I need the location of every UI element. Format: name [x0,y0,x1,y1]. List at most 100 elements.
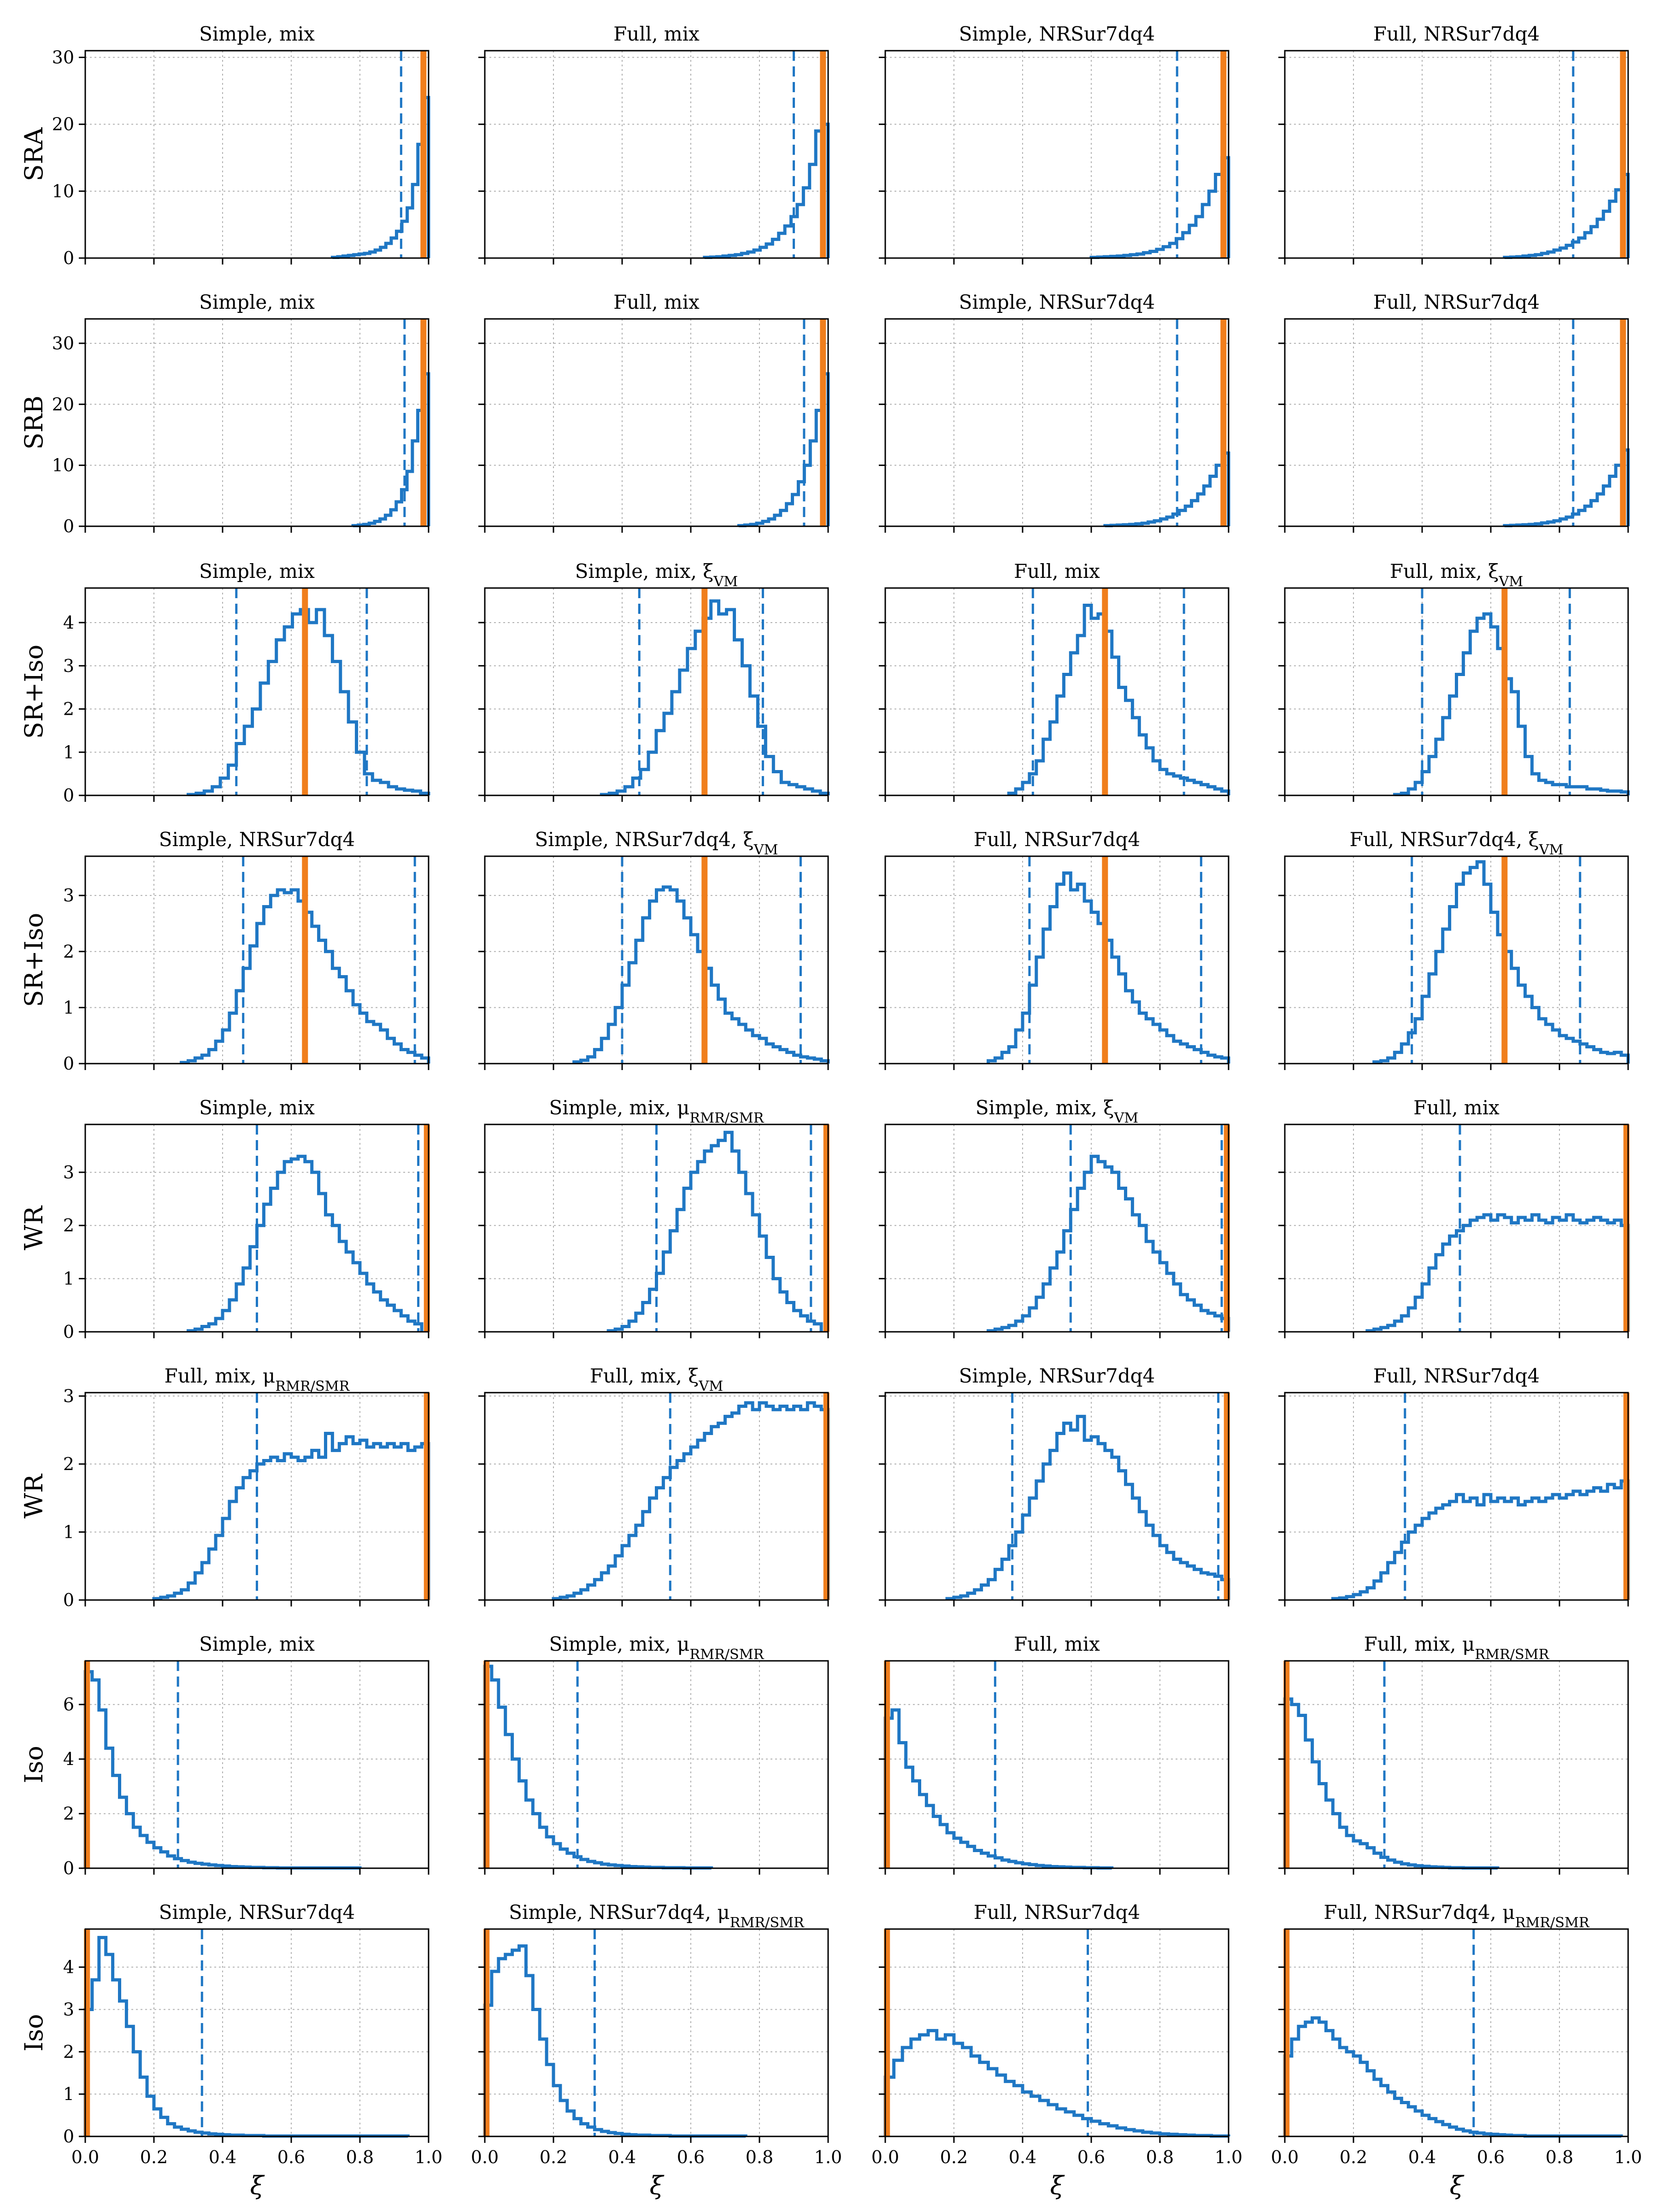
subplot-0-3: Full, NRSur7dq4 [1278,23,1630,265]
histogram-series [1007,604,1230,795]
subplot-title: Simple, NRSur7dq4 [959,23,1155,45]
axes-frame [884,1660,1230,1869]
x-tick-label: 0.4 [1009,2147,1036,2167]
axes-frame [1284,1928,1629,2137]
axes-frame [1284,318,1629,527]
subplot-1-3: Full, NRSur7dq4 [1278,291,1630,533]
axes-frame [1284,587,1629,796]
y-tick-label: 2 [63,2041,74,2062]
axes-frame [484,1124,829,1333]
subplot-1-1: Full, mix [478,291,830,533]
histogram-series [152,1432,430,1600]
histogram-series [1283,2016,1623,2138]
subplot-title: Full, mix, μRMR/SMR [165,1365,350,1394]
subplot-title: Full, NRSur7dq4, μRMR/SMR [1324,1901,1590,1931]
x-tick-label: 0.2 [1340,2147,1367,2167]
y-axis-label: Iso [19,2014,48,2052]
subplot-3-1: Simple, NRSur7dq4, ξVM [478,828,830,1070]
subplot-3-3: Full, NRSur7dq4, ξVM [1278,828,1630,1070]
subplot-title: Simple, mix, ξVM [575,560,738,590]
axes-frame [1284,1660,1629,1869]
y-axis-label: SR+Iso [19,645,48,739]
subplot-6-1: Simple, mix, μRMR/SMR [478,1633,829,1875]
axes-frame [1284,855,1629,1065]
axes-frame [484,50,829,259]
y-tick-label: 6 [63,1694,74,1715]
x-tick-label: 0.2 [140,2147,168,2167]
histogram-series [330,96,430,259]
histogram-series [945,1415,1230,1600]
subplot-2-0: 0 1 2 3 4 SR+Iso Simple, mix [19,560,430,806]
y-axis-label: SR+Iso [19,913,48,1007]
x-tick-label: 0.6 [677,2147,705,2167]
subplot-title: Simple, NRSur7dq4 [959,291,1155,313]
subplot-title: Full, NRSur7dq4 [974,828,1140,851]
histogram-series [987,871,1230,1064]
histogram-series [1283,1697,1500,1870]
histogram-series [883,1708,1114,1870]
x-tick-label: 0.6 [1477,2147,1505,2167]
histogram-series [737,372,830,528]
x-tick-label: 0.8 [746,2147,773,2167]
x-tick-label: 1.0 [415,2147,442,2167]
subplot-title: Simple, mix [199,291,315,313]
y-axis-label: WR [19,1206,48,1251]
y-tick-label: 4 [63,1957,74,1977]
x-tick-label: 0.2 [540,2147,567,2167]
x-tick-label: 0.0 [471,2147,499,2167]
subplot-1-2: Simple, NRSur7dq4 [879,291,1230,533]
axes-frame [1284,1124,1629,1333]
subplot-title: Simple, mix [199,560,315,582]
subplot-2-2: Full, mix [879,560,1230,802]
x-tick-label: 1.0 [814,2147,842,2167]
subplot-title: Simple, mix [199,1096,315,1119]
x-tick-label: 0.0 [1271,2147,1299,2167]
y-tick-label: 0 [63,1590,74,1610]
subplot-7-1: 0.0 0.2 0.4 0.6 0.8 1.0 ξ Simple, NRSur7dq4, μR… [471,1901,842,2200]
subplot-7-2: 0.0 0.2 0.4 0.6 0.8 1.0 ξ Full, NRSur7dq4 [871,1901,1242,2200]
x-tick-label: 0.0 [871,2147,899,2167]
y-tick-label: 0 [63,785,74,806]
x-axis-label: ξ [250,2171,265,2200]
axes-frame [484,318,829,527]
subplot-title: Simple, NRSur7dq4 [959,1365,1155,1387]
x-tick-label: 0.0 [71,2147,99,2167]
y-tick-label: 3 [63,1162,74,1182]
axes-frame [484,1660,829,1869]
subplot-4-0: 0 1 2 3 WR Simple, mix [19,1096,430,1342]
subplot-7-3: 0.0 0.2 0.4 0.6 0.8 1.0 ξ Full, NRSur7dq4, μRMR… [1271,1901,1642,2200]
y-tick-label: 0 [63,2126,74,2147]
histogram-series [351,372,430,528]
subplot-2-1: Simple, mix, ξVM [478,560,830,802]
x-tick-label: 0.4 [1408,2147,1436,2167]
y-tick-label: 3 [63,1386,74,1406]
histogram-series [483,1665,713,1870]
subplot-0-0: 0 10 20 30 SRA Simple, mix [19,23,430,268]
subplot-6-0: 0 2 4 6 Iso Simple, mix [19,1633,429,1878]
y-tick-label: 3 [63,885,74,906]
axes-frame [884,318,1230,527]
subplot-title: Simple, mix, ξVM [976,1096,1138,1126]
y-axis-label: WR [19,1474,48,1519]
y-axis-label: SRB [19,395,48,449]
axes-frame [84,1660,429,1869]
histogram-series [1393,612,1630,796]
y-tick-label: 1 [63,1522,74,1542]
y-tick-label: 2 [63,1804,74,1824]
axes-frame [484,587,829,796]
x-tick-label: 0.4 [608,2147,636,2167]
subplot-title: Simple, NRSur7dq4 [159,1901,355,1924]
subplot-title: Full, NRSur7dq4 [1373,23,1540,45]
subplot-title: Simple, NRSur7dq4, μRMR/SMR [509,1901,805,1931]
histogram-series [187,608,430,796]
histogram-series [1372,860,1630,1064]
axes-frame [484,1392,829,1601]
subplot-title: Full, mix [1413,1096,1500,1119]
y-tick-label: 2 [63,699,74,719]
histogram-series [703,123,830,259]
y-tick-label: 2 [63,941,74,962]
subplot-5-3: Full, NRSur7dq4 [1278,1365,1630,1606]
subplot-7-0: 0.0 0.2 0.4 0.6 0.8 1.0 ξ 0 1 2 3 4 Iso Simple, NRSur… [19,1901,442,2200]
subplot-6-2: Full, mix [879,1633,1230,1875]
